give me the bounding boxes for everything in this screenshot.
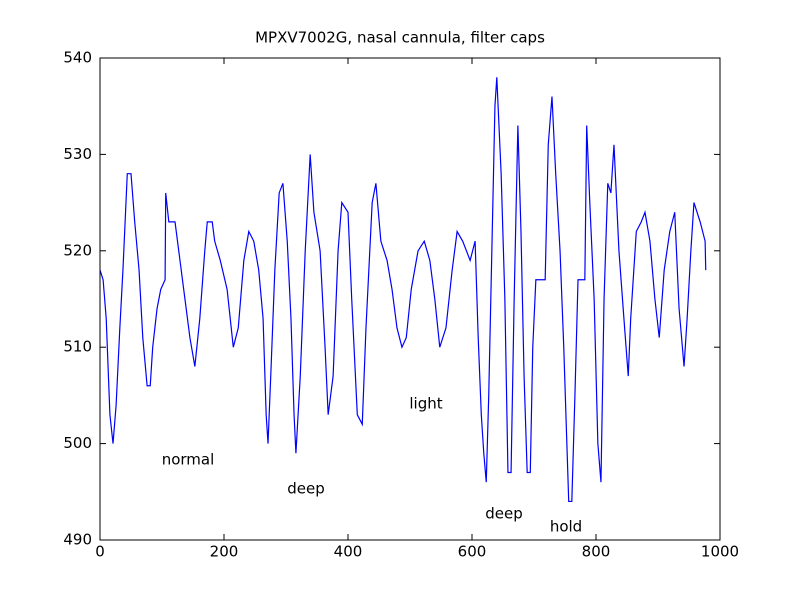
annotation: normal [162,451,215,469]
y-tick-label: 500 [63,434,92,452]
y-tick-label: 490 [63,531,92,549]
x-tick-label: 600 [458,543,487,561]
chart-title: MPXV7002G, nasal cannula, filter caps [255,29,545,47]
data-line [99,77,707,503]
y-tick-label: 530 [63,145,92,163]
annotation: deep [485,505,523,523]
y-tick-label: 510 [63,338,92,356]
y-tick-label: 540 [63,49,92,67]
annotation: deep [287,480,325,498]
annotation: hold [550,518,582,536]
x-tick-label: 800 [582,543,611,561]
annotation: light [409,395,442,413]
x-tick-label: 400 [334,543,363,561]
y-tick-label: 520 [63,241,92,259]
plot-frame [99,57,721,541]
x-tick-label: 200 [210,543,239,561]
x-tick-label: 0 [95,543,105,561]
x-tick-label: 1000 [701,543,739,561]
